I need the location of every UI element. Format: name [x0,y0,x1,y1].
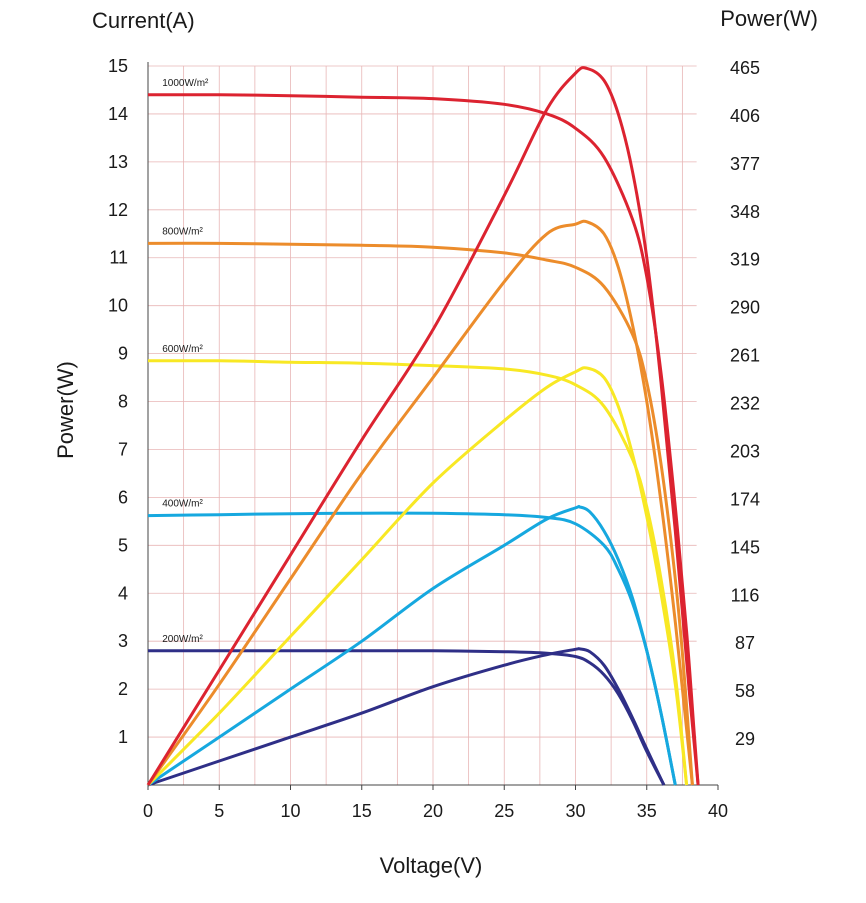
y-left-tick-label: 10 [108,296,128,316]
right-axis-title: Power(W) [720,6,818,31]
y-right-tick-label: 29 [735,729,755,749]
y-left-tick-label: 2 [118,679,128,699]
curve-label-600: 600W/m² [162,344,203,355]
y-left-tick-label: 14 [108,104,128,124]
y-left-tick-label: 5 [118,535,128,555]
curve-labels: 1000W/m² 800W/m² 600W/m² 400W/m² 200W/m² [162,78,209,645]
curve-label-400: 400W/m² [162,499,203,510]
y-left-tick-label: 13 [108,152,128,172]
y-left-tick-label: 3 [118,631,128,651]
y-left-tick-label: 12 [108,200,128,220]
y-right-tick-label: 232 [730,394,760,414]
x-tick-label: 5 [214,801,224,821]
y-left-tick-label: 7 [118,439,128,459]
y-right-tick-label: 465 [730,58,760,78]
y-right-tick-label: 116 [731,585,760,605]
y-right-tick-label: 174 [730,489,760,509]
y-right-tick-label: 377 [730,154,760,174]
y-left-tick-label: 11 [109,248,128,268]
y-left-tick-label: 15 [108,56,128,76]
y-right-tick-label: 319 [730,250,760,270]
y-right-tick-label: 261 [730,346,760,366]
curve-label-1000: 1000W/m² [162,78,209,89]
current-curve-200 [148,649,666,786]
x-tick-label: 40 [708,801,728,821]
power-curve-600 [146,366,689,787]
current-curve-800 [147,241,694,786]
y-right-tick-label: 145 [730,537,760,557]
y-right-tick-label: 203 [730,441,760,461]
x-tick-label: 20 [423,801,443,821]
power-curve-200 [147,647,666,787]
current-curve-400 [147,511,677,786]
grid [148,65,697,785]
current-curve-600 [147,359,689,786]
curve-label-800: 800W/m² [162,226,203,237]
curves [146,66,700,787]
y-right-tick-label: 87 [735,633,755,653]
x-tick-label: 30 [565,801,585,821]
power-curve-800 [146,219,694,786]
x-tick-label: 35 [637,801,657,821]
y-left-tick-label: 8 [118,392,128,412]
current-curve-1000 [147,93,700,786]
x-tick-label: 0 [143,801,153,821]
curve-label-200: 200W/m² [162,634,203,645]
x-tick-label: 10 [280,801,300,821]
left-rotated-axis-title: Power(W) [53,361,78,459]
y-right-tick-label: 348 [730,202,760,222]
x-tick-label: 15 [352,801,372,821]
left-axis-title: Current(A) [92,8,195,33]
y-left-tick-label: 4 [118,583,128,603]
x-axis-title: Voltage(V) [380,853,483,878]
power-curve-1000 [146,66,700,786]
tick-labels: 0 5 10 15 20 25 30 35 40123456789101112131415295… [108,56,760,821]
x-tick-label: 25 [494,801,514,821]
y-left-tick-label: 1 [118,727,128,747]
y-right-tick-label: 406 [730,106,760,126]
y-left-tick-label: 9 [118,344,128,364]
y-right-tick-label: 290 [730,298,760,318]
y-right-tick-label: 58 [735,681,755,701]
y-left-tick-label: 6 [118,487,128,507]
power-curve-400 [147,504,677,787]
